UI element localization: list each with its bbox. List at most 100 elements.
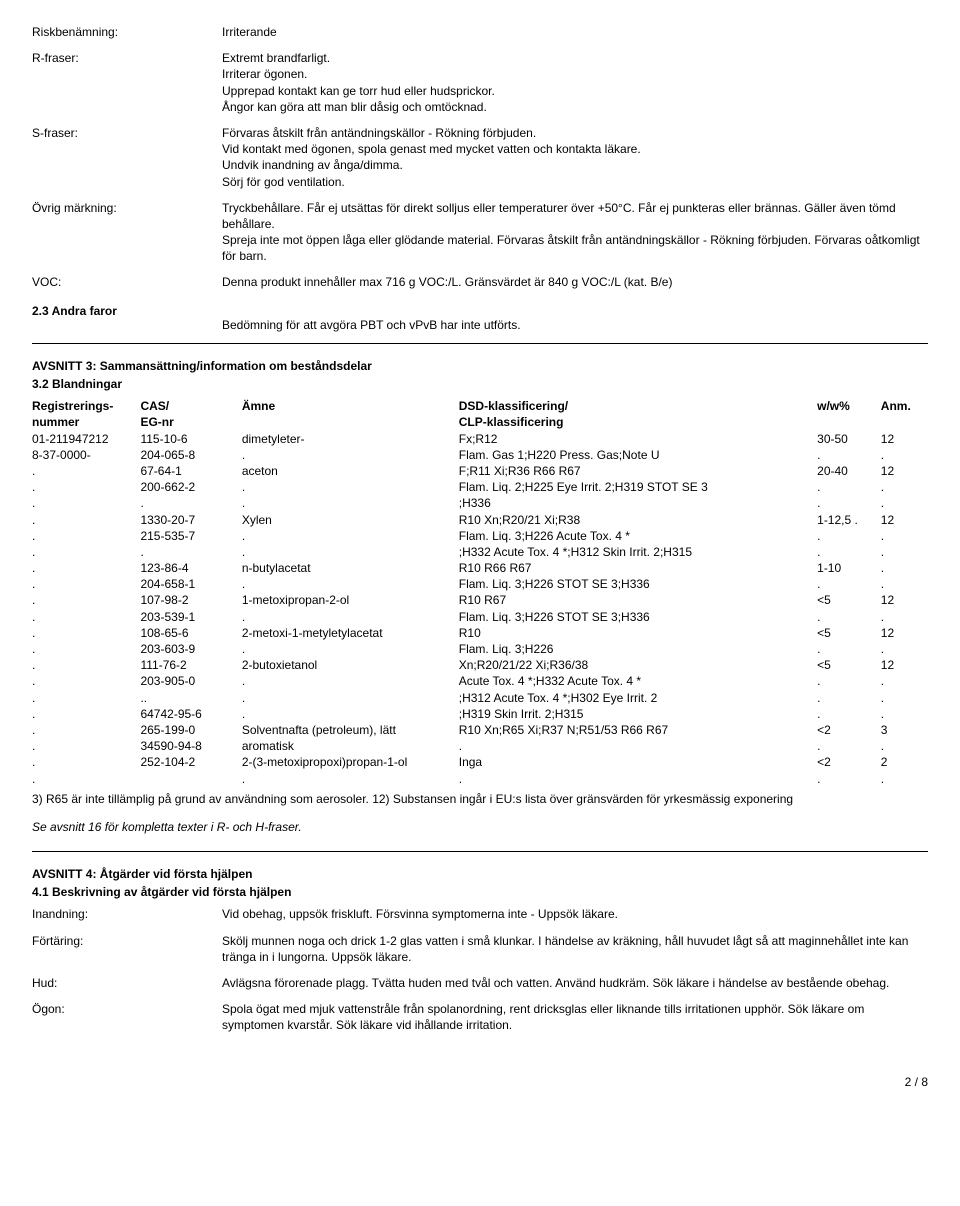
col-cas-header2: EG-nr (140, 414, 241, 430)
table-cell: . (881, 528, 928, 544)
voc-value: Denna produkt innehåller max 716 g VOC:/… (222, 274, 928, 290)
table-cell: . (242, 544, 459, 560)
table-cell: . (242, 447, 459, 463)
ovrig-value: Tryckbehållare. Får ej utsättas för dire… (222, 200, 928, 265)
rfraser-line: Upprepad kontakt kan ge torr hud eller h… (222, 83, 928, 99)
table-cell: Flam. Liq. 2;H225 Eye Irrit. 2;H319 STOT… (459, 479, 817, 495)
composition-table: Registrerings- CAS/ Ämne DSD-klassificer… (32, 398, 928, 787)
table-cell: . (817, 576, 881, 592)
table-cell: . (32, 592, 140, 608)
table-cell (140, 771, 241, 787)
table-cell: 1-metoxipropan-2-ol (242, 592, 459, 608)
table-cell: . (32, 528, 140, 544)
table-row: .1330-20-7XylenR10 Xn;R20/21 Xi;R381-12,… (32, 512, 928, 528)
table-cell: . (817, 641, 881, 657)
col-anm-header: Anm. (881, 398, 928, 414)
ovrig-label: Övrig märkning: (32, 200, 222, 265)
table-cell: aceton (242, 463, 459, 479)
col-ww-header: w/w% (817, 398, 881, 414)
risk-value: Irriterande (222, 24, 928, 40)
table-row: .203-539-1.Flam. Liq. 3;H226 STOT SE 3;H… (32, 609, 928, 625)
table-cell: . (32, 512, 140, 528)
table-row: ...;H336.. (32, 495, 928, 511)
sfraser-line: Sörj för god ventilation. (222, 174, 928, 190)
table-cell: 252-104-2 (140, 754, 241, 770)
table-cell: . (881, 544, 928, 560)
table-row: .204-658-1.Flam. Liq. 3;H226 STOT SE 3;H… (32, 576, 928, 592)
table-cell: . (881, 576, 928, 592)
table-cell: . (32, 690, 140, 706)
sfraser-values: Förvaras åtskilt från antändningskällor … (222, 125, 928, 190)
table-cell: Flam. Gas 1;H220 Press. Gas;Note U (459, 447, 817, 463)
table-cell: R10 R67 (459, 592, 817, 608)
table-cell: . (32, 495, 140, 511)
table-cell: 200-662-2 (140, 479, 241, 495)
rfraser-line: Ångor kan göra att man blir dåsig och om… (222, 99, 928, 115)
table-cell: . (881, 771, 928, 787)
table-cell: 108-65-6 (140, 625, 241, 641)
table-cell: . (32, 479, 140, 495)
table-row: .34590-94-8aromatisk... (32, 738, 928, 754)
table-cell: 3 (881, 722, 928, 738)
table-cell: <5 (817, 592, 881, 608)
table-cell: Acute Tox. 4 *;H332 Acute Tox. 4 * (459, 673, 817, 689)
table-row: .200-662-2.Flam. Liq. 2;H225 Eye Irrit. … (32, 479, 928, 495)
table-cell: Flam. Liq. 3;H226 (459, 641, 817, 657)
table-cell: . (242, 706, 459, 722)
table-cell: 20-40 (817, 463, 881, 479)
col-dsd-header1: DSD-klassificering/ (459, 398, 817, 414)
table-cell: 2-butoxietanol (242, 657, 459, 673)
table-cell: . (817, 771, 881, 787)
table-cell: . (817, 479, 881, 495)
voc-label: VOC: (32, 274, 222, 290)
andra-faror-heading: 2.3 Andra faror (32, 303, 222, 333)
table-row: 01-211947212115-10-6dimetyleter-Fx;R1230… (32, 431, 928, 447)
andra-faror-row: 2.3 Andra faror Bedömning för att avgöra… (32, 303, 928, 333)
table-row: .111-76-22-butoxietanolXn;R20/21/22 Xi;R… (32, 657, 928, 673)
table-cell: . (32, 463, 140, 479)
table-cell: . (32, 754, 140, 770)
separator (32, 851, 928, 852)
table-row: .203-905-0.Acute Tox. 4 *;H332 Acute Tox… (32, 673, 928, 689)
avsnitt3-sub: 3.2 Blandningar (32, 376, 928, 392)
table-cell: . (817, 528, 881, 544)
avsnitt4-heading: AVSNITT 4: Åtgärder vid första hjälpen (32, 866, 928, 882)
risk-row: Riskbenämning: Irriterande (32, 24, 928, 40)
table-row: 8-37-0000-204-065-8.Flam. Gas 1;H220 Pre… (32, 447, 928, 463)
avsnitt4-sub: 4.1 Beskrivning av åtgärder vid första h… (32, 884, 928, 900)
col-amne-header: Ämne (242, 398, 459, 414)
table-cell: <2 (817, 722, 881, 738)
page-number: 2 / 8 (32, 1074, 928, 1090)
table-cell: . (817, 609, 881, 625)
table-cell: dimetyleter- (242, 431, 459, 447)
rfraser-line: Extremt brandfarligt. (222, 50, 928, 66)
inandning-label: Inandning: (32, 906, 222, 922)
table-row: .123-86-4n-butylacetatR10 R66 R671-10. (32, 560, 928, 576)
table-cell: 12 (881, 625, 928, 641)
table-cell: 34590-94-8 (140, 738, 241, 754)
table-cell: . (32, 641, 140, 657)
table-cell: . (817, 447, 881, 463)
see-section-note: Se avsnitt 16 för kompletta texter i R- … (32, 819, 928, 835)
hud-text: Avlägsna förorenade plagg. Tvätta huden … (222, 975, 928, 991)
table-cell: 12 (881, 463, 928, 479)
col-cas-header1: CAS/ (140, 398, 241, 414)
table-cell: . (242, 576, 459, 592)
table-cell: . (817, 544, 881, 560)
table-cell: 111-76-2 (140, 657, 241, 673)
table-row: .252-104-22-(3-metoxipropoxi)propan-1-ol… (32, 754, 928, 770)
table-cell: R10 (459, 625, 817, 641)
table-cell: F;R11 Xi;R36 R66 R67 (459, 463, 817, 479)
andra-faror-text: Bedömning för att avgöra PBT och vPvB ha… (222, 303, 928, 333)
table-cell: ;H319 Skin Irrit. 2;H315 (459, 706, 817, 722)
table-cell: 30-50 (817, 431, 881, 447)
table-header-row2: nummer EG-nr CLP-klassificering (32, 414, 928, 430)
rfraser-values: Extremt brandfarligt. Irriterar ögonen. … (222, 50, 928, 115)
col-reg-header2: nummer (32, 414, 140, 430)
table-cell: . (242, 673, 459, 689)
table-cell: 01-211947212 (32, 431, 140, 447)
separator (32, 343, 928, 344)
table-cell: 204-065-8 (140, 447, 241, 463)
sfraser-row: S-fraser: Förvaras åtskilt från antändni… (32, 125, 928, 190)
risk-label: Riskbenämning: (32, 24, 222, 40)
